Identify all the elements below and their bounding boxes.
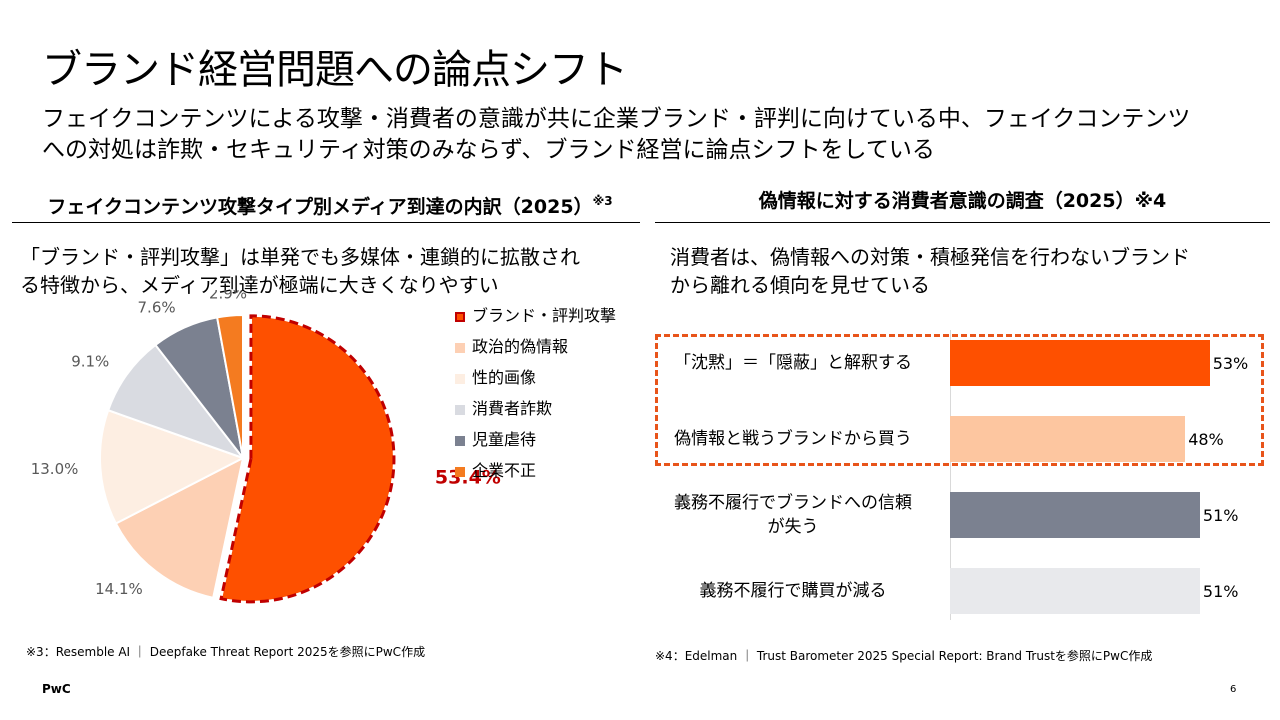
bar-chart-axis bbox=[950, 330, 951, 620]
pie-data-label-3: 9.1% bbox=[71, 352, 109, 370]
pie-chart: 53.4% 14.1% 13.0% 9.1% 7.6% 2.9% bbox=[31, 290, 501, 604]
right-section-divider bbox=[655, 222, 1270, 223]
slide-title: ブランド経営問題への論点シフト bbox=[42, 47, 628, 93]
pie-data-label-4: 7.6% bbox=[138, 298, 176, 316]
pie-slice-1 bbox=[114, 456, 245, 600]
pie-data-label-1: 14.1% bbox=[95, 580, 143, 598]
legend-label-3: 消費者詐欺 bbox=[472, 399, 553, 418]
bar-3 bbox=[950, 568, 1200, 614]
legend-label-1: 政治的偽情報 bbox=[472, 337, 569, 356]
pie-slice-highlight-outline bbox=[219, 314, 396, 604]
bar-0 bbox=[950, 340, 1210, 386]
bar-category-label-line: 義務不履行でブランドへの信頼 bbox=[674, 493, 912, 513]
legend-swatch-2 bbox=[455, 374, 465, 384]
legend-label-0: ブランド・評判攻撃 bbox=[472, 306, 617, 325]
bar-category-label-1: 偽情報と戦うブランドから買う bbox=[643, 427, 943, 451]
bar-category-label-2: 義務不履行でブランドへの信頼 が失う bbox=[643, 491, 943, 539]
bar-category-label-3: 義務不履行で購買が減る bbox=[643, 579, 943, 603]
highlight-dashed-box bbox=[655, 334, 1264, 466]
bar-value-label-0: 53% bbox=[1212, 354, 1249, 373]
pie-slice-3 bbox=[106, 343, 246, 461]
bar-category-label-0: 「沈黙」＝「隠蔽」と解釈する bbox=[643, 351, 943, 375]
slide-subtitle-line-2: への対処は詐欺・セキュリティ対策のみならず、ブランド経営に論点シフトをしている bbox=[42, 137, 935, 163]
page-number: 6 bbox=[1230, 684, 1237, 695]
legend-label-4: 児童虐待 bbox=[472, 430, 537, 449]
pie-slice-5 bbox=[215, 313, 244, 459]
legend-swatch-1 bbox=[455, 343, 465, 353]
bar-category-label-line: 偽情報と戦うブランドから買う bbox=[674, 429, 912, 449]
pie-data-label-2: 13.0% bbox=[31, 460, 79, 478]
bar-value-label-1: 48% bbox=[1188, 430, 1224, 449]
pie-data-label-5: 2.9% bbox=[209, 290, 247, 303]
right-footnote: ※4：Edelman ｜ Trust Barometer 2025 Specia… bbox=[655, 649, 1153, 663]
right-lead-line-1: 消費者は、偽情報への対策・積極発信を行わないブランド bbox=[670, 245, 1190, 269]
left-section-title: フェイクコンテンツ攻撃タイプ別メディア到達の内訳（2025）※3 bbox=[20, 188, 640, 220]
legend-label-5: 企業不正 bbox=[472, 461, 537, 480]
bar-category-label-line: 「沈黙」＝「隠蔽」と解釈する bbox=[674, 353, 912, 373]
pwc-logo: PwC bbox=[42, 682, 71, 696]
left-lead-line-1: 「ブランド・評判攻撃」は単発でも多媒体・連鎖的に拡散され bbox=[20, 245, 580, 269]
bar-category-label-line: が失う bbox=[767, 517, 819, 537]
bar-2 bbox=[950, 492, 1200, 538]
bar-category-label-line: 義務不履行で購買が減る bbox=[699, 581, 887, 601]
pie-slice-2 bbox=[99, 408, 246, 525]
right-lead-line-2: から離れる傾向を見せている bbox=[670, 273, 930, 297]
pie-data-label-0: 53.4% bbox=[435, 466, 501, 488]
slide-subtitle-line-1: フェイクコンテンツによる攻撃・消費者の意識が共に企業ブランド・評判に向けている中… bbox=[42, 106, 1191, 132]
left-section-divider bbox=[12, 222, 640, 223]
legend-swatch-0 bbox=[455, 312, 465, 322]
left-footnote: ※3：Resemble AI ｜ Deepfake Threat Report … bbox=[26, 645, 426, 659]
left-section-title-note: ※3 bbox=[592, 194, 613, 208]
pie-slice-0 bbox=[219, 314, 395, 603]
legend-swatch-4 bbox=[455, 436, 465, 446]
left-section-title-text: フェイクコンテンツ攻撃タイプ別メディア到達の内訳（2025） bbox=[47, 196, 593, 218]
bar-value-label-2: 51% bbox=[1202, 506, 1239, 525]
bar-value-label-3: 51% bbox=[1202, 582, 1239, 601]
right-section-title: 偽情報に対する消費者意識の調査（2025）※4 bbox=[758, 190, 1167, 212]
bar-1 bbox=[950, 416, 1186, 462]
legend-label-2: 性的画像 bbox=[472, 368, 537, 387]
legend-swatch-5 bbox=[455, 467, 465, 477]
legend-swatch-3 bbox=[455, 405, 465, 415]
left-lead-line-2: る特徴から、メディア到達が極端に大きくなりやすい bbox=[20, 273, 499, 297]
